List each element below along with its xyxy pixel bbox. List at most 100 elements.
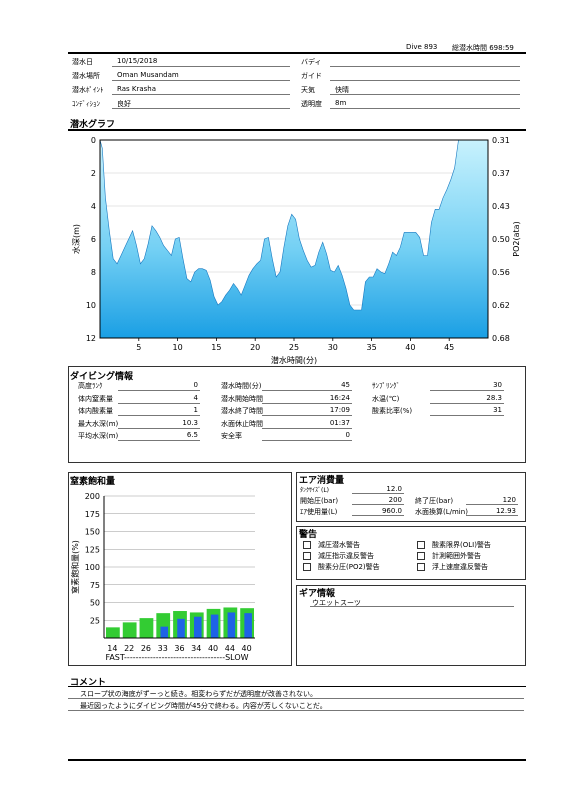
air-usage-value: 960.0 xyxy=(381,507,402,515)
surface-rate-label: 水面換算(L/min) xyxy=(415,508,468,516)
time-tick-label: 40 xyxy=(405,343,415,352)
nitrogen-tick-label: 200 xyxy=(85,492,100,501)
depth-tick-label: 4 xyxy=(91,202,96,211)
warning-label: 減圧潜水警告 xyxy=(318,541,360,549)
po2-tick-label: 0.50 xyxy=(492,235,510,244)
diving-info-underline xyxy=(118,390,200,391)
buddy-label: バディ xyxy=(301,58,322,66)
warning-label: 減圧指示違反警告 xyxy=(318,552,374,560)
condition-underline xyxy=(112,108,290,109)
depth-tick-label: 2 xyxy=(91,169,96,178)
date-value: 10/15/2018 xyxy=(117,57,158,65)
depth-tick-label: 8 xyxy=(91,268,96,277)
diving-info-underline xyxy=(262,402,352,404)
air-usage-label: ｴｱ使用量(L) xyxy=(300,508,338,516)
diving-info-value: 45 xyxy=(341,381,350,389)
diving-info-value: 6.5 xyxy=(186,431,198,439)
nitrogen-tick-label: 100 xyxy=(85,563,100,572)
diving-info-value: 1 xyxy=(193,406,198,414)
comment-line-2-underline xyxy=(68,710,524,711)
usage-underline xyxy=(352,515,404,516)
date-underline xyxy=(112,66,290,67)
point-value: Ras Krasha xyxy=(117,85,157,93)
diving-info-value: 0 xyxy=(345,431,350,439)
warning-checkbox[interactable] xyxy=(303,552,311,560)
guide-label: ガイド xyxy=(301,72,322,80)
buddy-underline xyxy=(330,66,520,67)
diving-info-label: 最大水深(m) xyxy=(78,419,119,428)
compartment-label: 14 xyxy=(107,644,117,653)
warning-checkbox[interactable] xyxy=(417,552,425,560)
warning-label: 酸素分圧(PO2)警告 xyxy=(318,563,380,571)
comment-rule xyxy=(68,686,526,687)
date-label: 潜水日 xyxy=(72,58,93,66)
air-box xyxy=(296,472,526,522)
depth-profile-area xyxy=(99,139,489,339)
nitrogen-bar-blue xyxy=(160,626,169,638)
po2-tick-label: 0.68 xyxy=(492,334,510,343)
gear-underline xyxy=(310,606,514,607)
warning-checkbox[interactable] xyxy=(417,541,425,549)
diving-info-label: 平均水深(m) xyxy=(78,432,119,440)
nitrogen-tick-label: 25 xyxy=(90,616,100,625)
warning-checkbox[interactable] xyxy=(417,563,425,571)
warning-label: 酸素限界(OLI)警告 xyxy=(432,541,491,549)
time-tick-label: 35 xyxy=(367,343,377,352)
depth-tick-label: 10 xyxy=(86,301,96,310)
compartment-label: 26 xyxy=(141,644,151,653)
compartment-label: 22 xyxy=(124,644,134,653)
compartment-label: 40 xyxy=(208,644,218,653)
nitrogen-box xyxy=(68,472,292,666)
compartment-label: 33 xyxy=(158,644,168,653)
visibility-label: 透明度 xyxy=(301,100,322,108)
nitrogen-bar-blue xyxy=(177,618,185,638)
compartment-label: 44 xyxy=(225,644,235,653)
guide-underline xyxy=(330,80,520,81)
nitrogen-bar-blue xyxy=(194,616,202,638)
dive-graph-title: 潜水グラフ xyxy=(70,120,116,130)
point-label: 潜水ﾎﾟｲﾝﾄ xyxy=(72,86,104,94)
compartment-label: 40 xyxy=(242,644,252,653)
time-tick-label: 15 xyxy=(211,343,221,352)
diving-info-value: 4 xyxy=(193,393,198,402)
diving-info-underline xyxy=(262,415,352,416)
po2-tick-label: 0.56 xyxy=(492,268,510,277)
condition-label: ｺﾝﾃﾞｨｼｮﾝ xyxy=(72,100,100,108)
warning-label: 計測範囲外警告 xyxy=(432,552,481,560)
nitrogen-tick-label: 175 xyxy=(85,510,100,519)
diving-info-underline xyxy=(430,415,504,416)
time-tick-label: 5 xyxy=(136,343,141,352)
diving-info-underline xyxy=(118,415,200,416)
fast-slow-label: FAST-----------------------------------S… xyxy=(105,653,248,662)
diving-info-label: 高度ﾗﾝｸ xyxy=(78,382,103,390)
warning-checkbox[interactable] xyxy=(303,563,311,571)
diving-info-title: ダイビング情報 xyxy=(70,372,134,382)
visibility-underline xyxy=(330,108,520,109)
dive-profile-chart: 0 2 4 6 8 10 12 0.31 0.37 0.43 0.50 0.56 0.62 0.68 5… xyxy=(71,136,521,365)
time-axis-label: 潜水時間(分) xyxy=(271,355,317,365)
time-tick-label: 45 xyxy=(444,343,454,352)
gear-item: ウエットスーツ xyxy=(312,599,361,607)
diving-info-underline xyxy=(118,440,200,441)
compartment-label: 36 xyxy=(174,644,184,653)
condition-value: 良好 xyxy=(117,100,131,108)
time-tick-label: 20 xyxy=(250,343,260,352)
time-tick-label: 25 xyxy=(289,343,299,352)
diving-info-label: 潜水開始時間 xyxy=(221,394,263,403)
diving-info-label: 潜水終了時間 xyxy=(221,407,263,415)
warning-box xyxy=(296,526,526,580)
gear-title: ギア情報 xyxy=(299,589,336,599)
diving-info-label: 体内窒素量 xyxy=(78,394,113,403)
nitrogen-axis-label: 窒素飽和量(%) xyxy=(70,540,80,594)
weather-label: 天気 xyxy=(301,86,315,94)
po2-tick-label: 0.37 xyxy=(492,169,510,178)
po2-tick-label: 0.43 xyxy=(492,202,510,211)
depth-tick-label: 12 xyxy=(86,334,96,343)
nitrogen-tick-label: 125 xyxy=(85,545,100,554)
start-pressure-value: 200 xyxy=(388,496,402,504)
diving-info-underline xyxy=(118,427,200,429)
surface-underline xyxy=(466,515,518,516)
diving-info-value: 10.3 xyxy=(182,418,198,427)
warning-checkbox[interactable] xyxy=(303,541,311,549)
tank-size-value: 12.0 xyxy=(386,485,402,493)
